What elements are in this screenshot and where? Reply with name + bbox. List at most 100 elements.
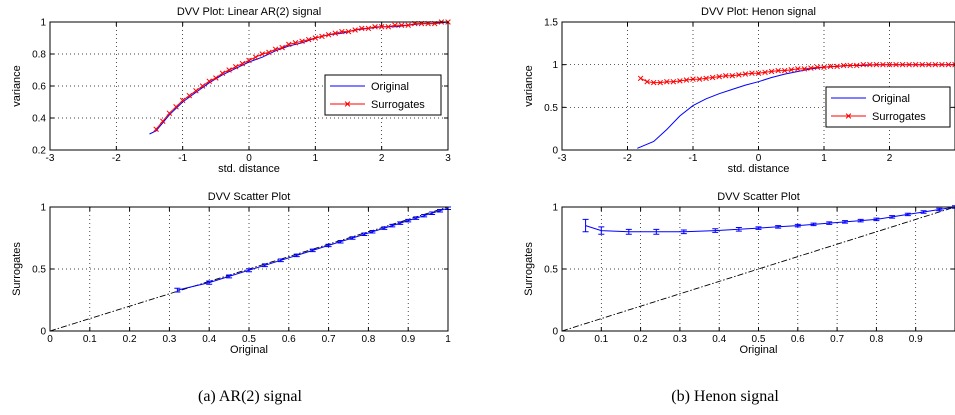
error-bar xyxy=(277,258,284,263)
y-tick-label: 0 xyxy=(552,146,558,157)
data-point-x-marker xyxy=(239,60,246,67)
data-point-x-marker xyxy=(952,61,955,68)
series-surrogates xyxy=(637,61,955,86)
y-tick-label: 1 xyxy=(40,203,46,214)
x-tick-label: 0.7 xyxy=(830,334,844,345)
x-tick-label: 1 xyxy=(313,153,319,164)
error-bar xyxy=(625,228,632,235)
data-point-x-marker xyxy=(199,83,206,89)
data-point-x-marker xyxy=(827,63,834,70)
x-tick-label: 0.3 xyxy=(162,334,176,345)
legend-x-marker xyxy=(344,101,351,107)
data-point-x-marker xyxy=(405,22,411,28)
error-bar xyxy=(421,213,428,218)
error-bar xyxy=(841,220,848,224)
error-bar xyxy=(397,221,404,225)
panel-4: 0 0.1 0.2 0.3 0.4 0.5 0.6 0.7 0.8 0.9 0 0.5 1 DVV Sca… xyxy=(523,191,955,356)
series-points xyxy=(582,205,955,235)
error-bar xyxy=(429,211,436,215)
data-point-x-marker xyxy=(814,64,821,70)
data-point-x-marker xyxy=(781,67,788,74)
data-point-x-marker xyxy=(179,97,186,104)
y-tick-label: 1 xyxy=(552,60,558,71)
x-tick-label: 0.3 xyxy=(673,334,687,345)
data-point-x-marker xyxy=(166,110,173,116)
error-bar xyxy=(246,268,252,273)
data-point-x-marker xyxy=(919,61,926,68)
data-point-x-marker xyxy=(926,61,932,68)
axes-frame xyxy=(49,206,449,332)
x-tick-label: 0.4 xyxy=(202,334,216,345)
chart-title: DVV Plot: Henon signal xyxy=(701,6,816,18)
y-tick-label: 0.5 xyxy=(544,265,558,276)
data-point-x-marker xyxy=(650,79,657,86)
data-point-x-marker xyxy=(259,51,266,57)
x-tick-label: -3 xyxy=(558,153,567,164)
x-tick-label: -3 xyxy=(46,153,55,164)
data-point-x-marker xyxy=(398,22,405,28)
data-point-x-marker xyxy=(206,78,212,84)
legend-box xyxy=(825,86,951,128)
error-bar xyxy=(889,215,896,219)
data-point-x-marker xyxy=(709,74,716,81)
data-point-x-marker xyxy=(305,36,312,43)
x-tick-label: 1 xyxy=(445,334,451,345)
data-point-x-marker xyxy=(160,118,166,124)
data-point-x-marker xyxy=(226,67,232,73)
data-point-x-marker xyxy=(637,75,644,82)
data-point-x-marker xyxy=(703,75,709,82)
error-bar xyxy=(598,226,605,235)
data-point-x-marker xyxy=(722,73,729,79)
x-tick-label: 0 xyxy=(246,153,252,164)
legend-label: Original xyxy=(371,81,409,93)
data-point-x-marker xyxy=(749,70,755,76)
data-point-x-marker xyxy=(657,79,664,86)
error-bar xyxy=(206,280,213,285)
x-tick-label: 0.6 xyxy=(282,334,296,345)
data-point-x-marker xyxy=(795,66,801,72)
legend-label: Original xyxy=(872,93,910,105)
error-bar xyxy=(857,218,864,223)
axes-frame xyxy=(561,206,955,332)
y-tick-label: 0 xyxy=(552,327,558,338)
series-line xyxy=(177,207,449,291)
error-bar xyxy=(361,232,368,237)
legend: Original Surrogates xyxy=(324,74,442,116)
data-point-x-marker xyxy=(392,22,398,28)
data-point-x-marker xyxy=(775,67,781,74)
data-point-x-marker xyxy=(365,25,372,32)
data-point-x-marker xyxy=(352,27,358,33)
data-point-x-marker xyxy=(359,25,365,32)
error-bar xyxy=(582,218,589,233)
x-tick-label: -1 xyxy=(689,153,698,164)
y-tick-label: 0.8 xyxy=(32,50,46,61)
data-point-x-marker xyxy=(729,73,736,79)
error-bar xyxy=(325,243,332,248)
data-point-x-marker xyxy=(853,62,860,69)
axes-frame xyxy=(561,21,955,151)
x-tick-label: 2 xyxy=(887,153,893,164)
data-point-x-marker xyxy=(742,71,749,77)
panel-1: -3 -2 -1 0 1 2 3 0.2 0.4 0.6 0.8 1 DVV Plot: Linear … xyxy=(11,6,451,175)
data-point-x-marker xyxy=(683,77,690,83)
data-point-x-marker xyxy=(945,61,952,68)
data-point-x-marker xyxy=(886,61,893,68)
legend-box xyxy=(324,74,442,116)
y-tick-label: 0.2 xyxy=(32,146,46,157)
y-axis-label: Surrogates xyxy=(11,242,23,296)
error-bar xyxy=(349,236,356,240)
x-tick-label: 1 xyxy=(821,153,827,164)
data-point-x-marker xyxy=(272,46,279,52)
x-tick-label: 0 xyxy=(756,153,762,164)
y-tick-label: 0.6 xyxy=(32,82,46,93)
y-tick-label: 0.5 xyxy=(544,103,558,114)
x-tick-label: -2 xyxy=(623,153,632,164)
error-bar xyxy=(405,218,412,223)
y-tick-label: 1.5 xyxy=(544,18,558,29)
data-point-x-marker xyxy=(716,73,722,80)
x-tick-label: 0.8 xyxy=(361,334,375,345)
error-bar xyxy=(293,253,300,258)
data-point-x-marker xyxy=(768,68,775,75)
data-point-x-marker xyxy=(325,32,332,38)
data-point-x-marker xyxy=(808,65,814,71)
